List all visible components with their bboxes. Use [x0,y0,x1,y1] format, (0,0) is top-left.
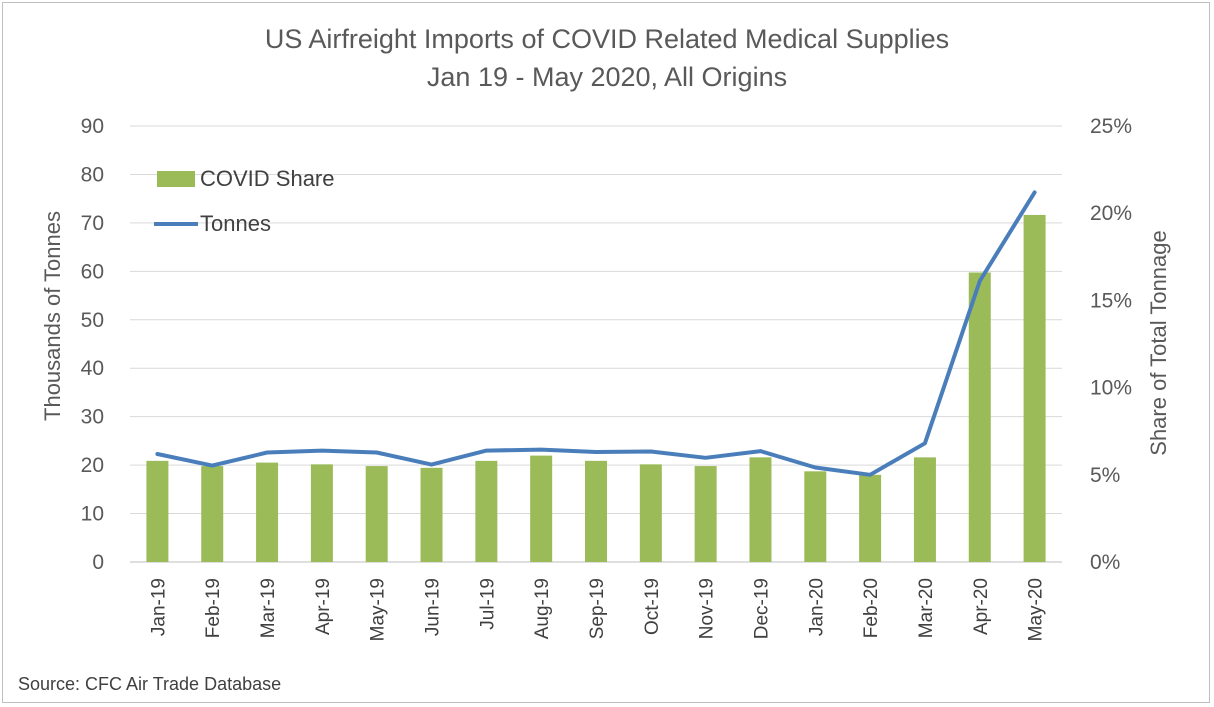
x-tick-label: Feb-20 [861,578,882,638]
line-point [924,442,926,444]
chart-title: US Airfreight Imports of COVID Related M… [265,24,949,54]
y2-tick-label: 25% [1090,115,1132,138]
y-tick-label: 20 [81,454,104,477]
x-tick-label: Aug-19 [532,578,553,639]
line-point [321,450,323,452]
y2-tick-label: 5% [1090,464,1120,487]
bar [201,466,224,562]
line-point [211,465,213,467]
x-tick-label: May-20 [1026,578,1047,641]
y2-tick-label: 0% [1090,551,1120,574]
bar-series [146,214,1046,562]
y-tick-label: 90 [81,115,104,138]
chart-subtitle: Jan 19 - May 2020, All Origins [427,62,787,92]
bar [749,457,772,562]
bar [146,460,169,562]
line-point [156,453,158,455]
bar [968,272,991,562]
x-tick-label: Sep-19 [587,578,608,639]
y-tick-label: 70 [81,212,104,235]
line-point [705,457,707,459]
y2-tick-label: 20% [1090,202,1132,225]
x-tick-label: May-19 [368,578,389,641]
line-point [540,449,542,451]
right-axis-ticks: 0% 5% 10% 15% 20% 25% [1090,115,1132,574]
x-tick-label: Nov-19 [697,578,718,639]
x-tick-label: Mar-19 [258,578,279,638]
legend-label-covid-share: COVID Share [200,166,335,191]
line-point [431,464,433,466]
bar [913,457,936,562]
bar [475,460,498,562]
line-series [155,190,1037,477]
y-axis-title: Thousands of Tonnes [40,211,65,421]
source-note: Source: CFC Air Trade Database [18,674,281,694]
y2-axis-title: Share of Total Tonnage [1146,230,1171,455]
bar [859,474,882,562]
x-tick-label: Dec-19 [751,578,772,639]
line-point [485,450,487,452]
bar [310,464,333,562]
y-tick-label: 10 [81,503,104,526]
line-point [869,474,871,476]
x-tick-label: Jan-20 [806,578,827,636]
x-axis-ticks: Jan-19 Feb-19 Mar-19 Apr-19 May-19 Jun-19 Jul-… [148,578,1046,641]
series-line [155,190,1037,477]
x-tick-label: Apr-20 [971,578,992,635]
left-axis-ticks: 0 10 20 30 40 50 60 70 80 90 [81,115,104,574]
x-tick-label: Jul-19 [477,578,498,630]
legend-label-tonnes: Tonnes [200,211,271,236]
bar [694,466,717,562]
x-tick-label: Jun-19 [423,578,444,636]
legend-swatch-covid-share [157,171,195,187]
y2-tick-label: 10% [1090,377,1132,400]
line-point [979,280,981,282]
bar [804,471,827,562]
line-point [1034,191,1036,193]
bar [1023,214,1046,562]
bar [530,455,553,562]
y2-tick-label: 15% [1090,289,1132,312]
y-tick-label: 0 [92,551,104,574]
y-tick-label: 80 [81,163,104,186]
x-tick-label: Oct-19 [642,578,663,635]
y-tick-label: 30 [81,406,104,429]
x-tick-label: Feb-19 [203,578,224,638]
line-point [814,467,816,469]
y-tick-label: 60 [81,260,104,283]
gridlines [130,125,1062,563]
bar [365,466,388,562]
bar [256,462,279,562]
line-point [595,451,597,453]
bar [639,464,662,562]
x-tick-label: Apr-19 [313,578,334,635]
y-tick-label: 40 [81,357,104,380]
y-tick-label: 50 [81,309,104,332]
line-point [650,451,652,453]
line-point [376,452,378,454]
line-point [759,450,761,452]
x-tick-label: Jan-19 [148,578,169,636]
line-point [266,452,268,454]
x-tick-label: Mar-20 [916,578,937,638]
legend: COVID Share Tonnes [154,166,335,236]
bar [420,467,443,562]
bar [585,460,607,562]
